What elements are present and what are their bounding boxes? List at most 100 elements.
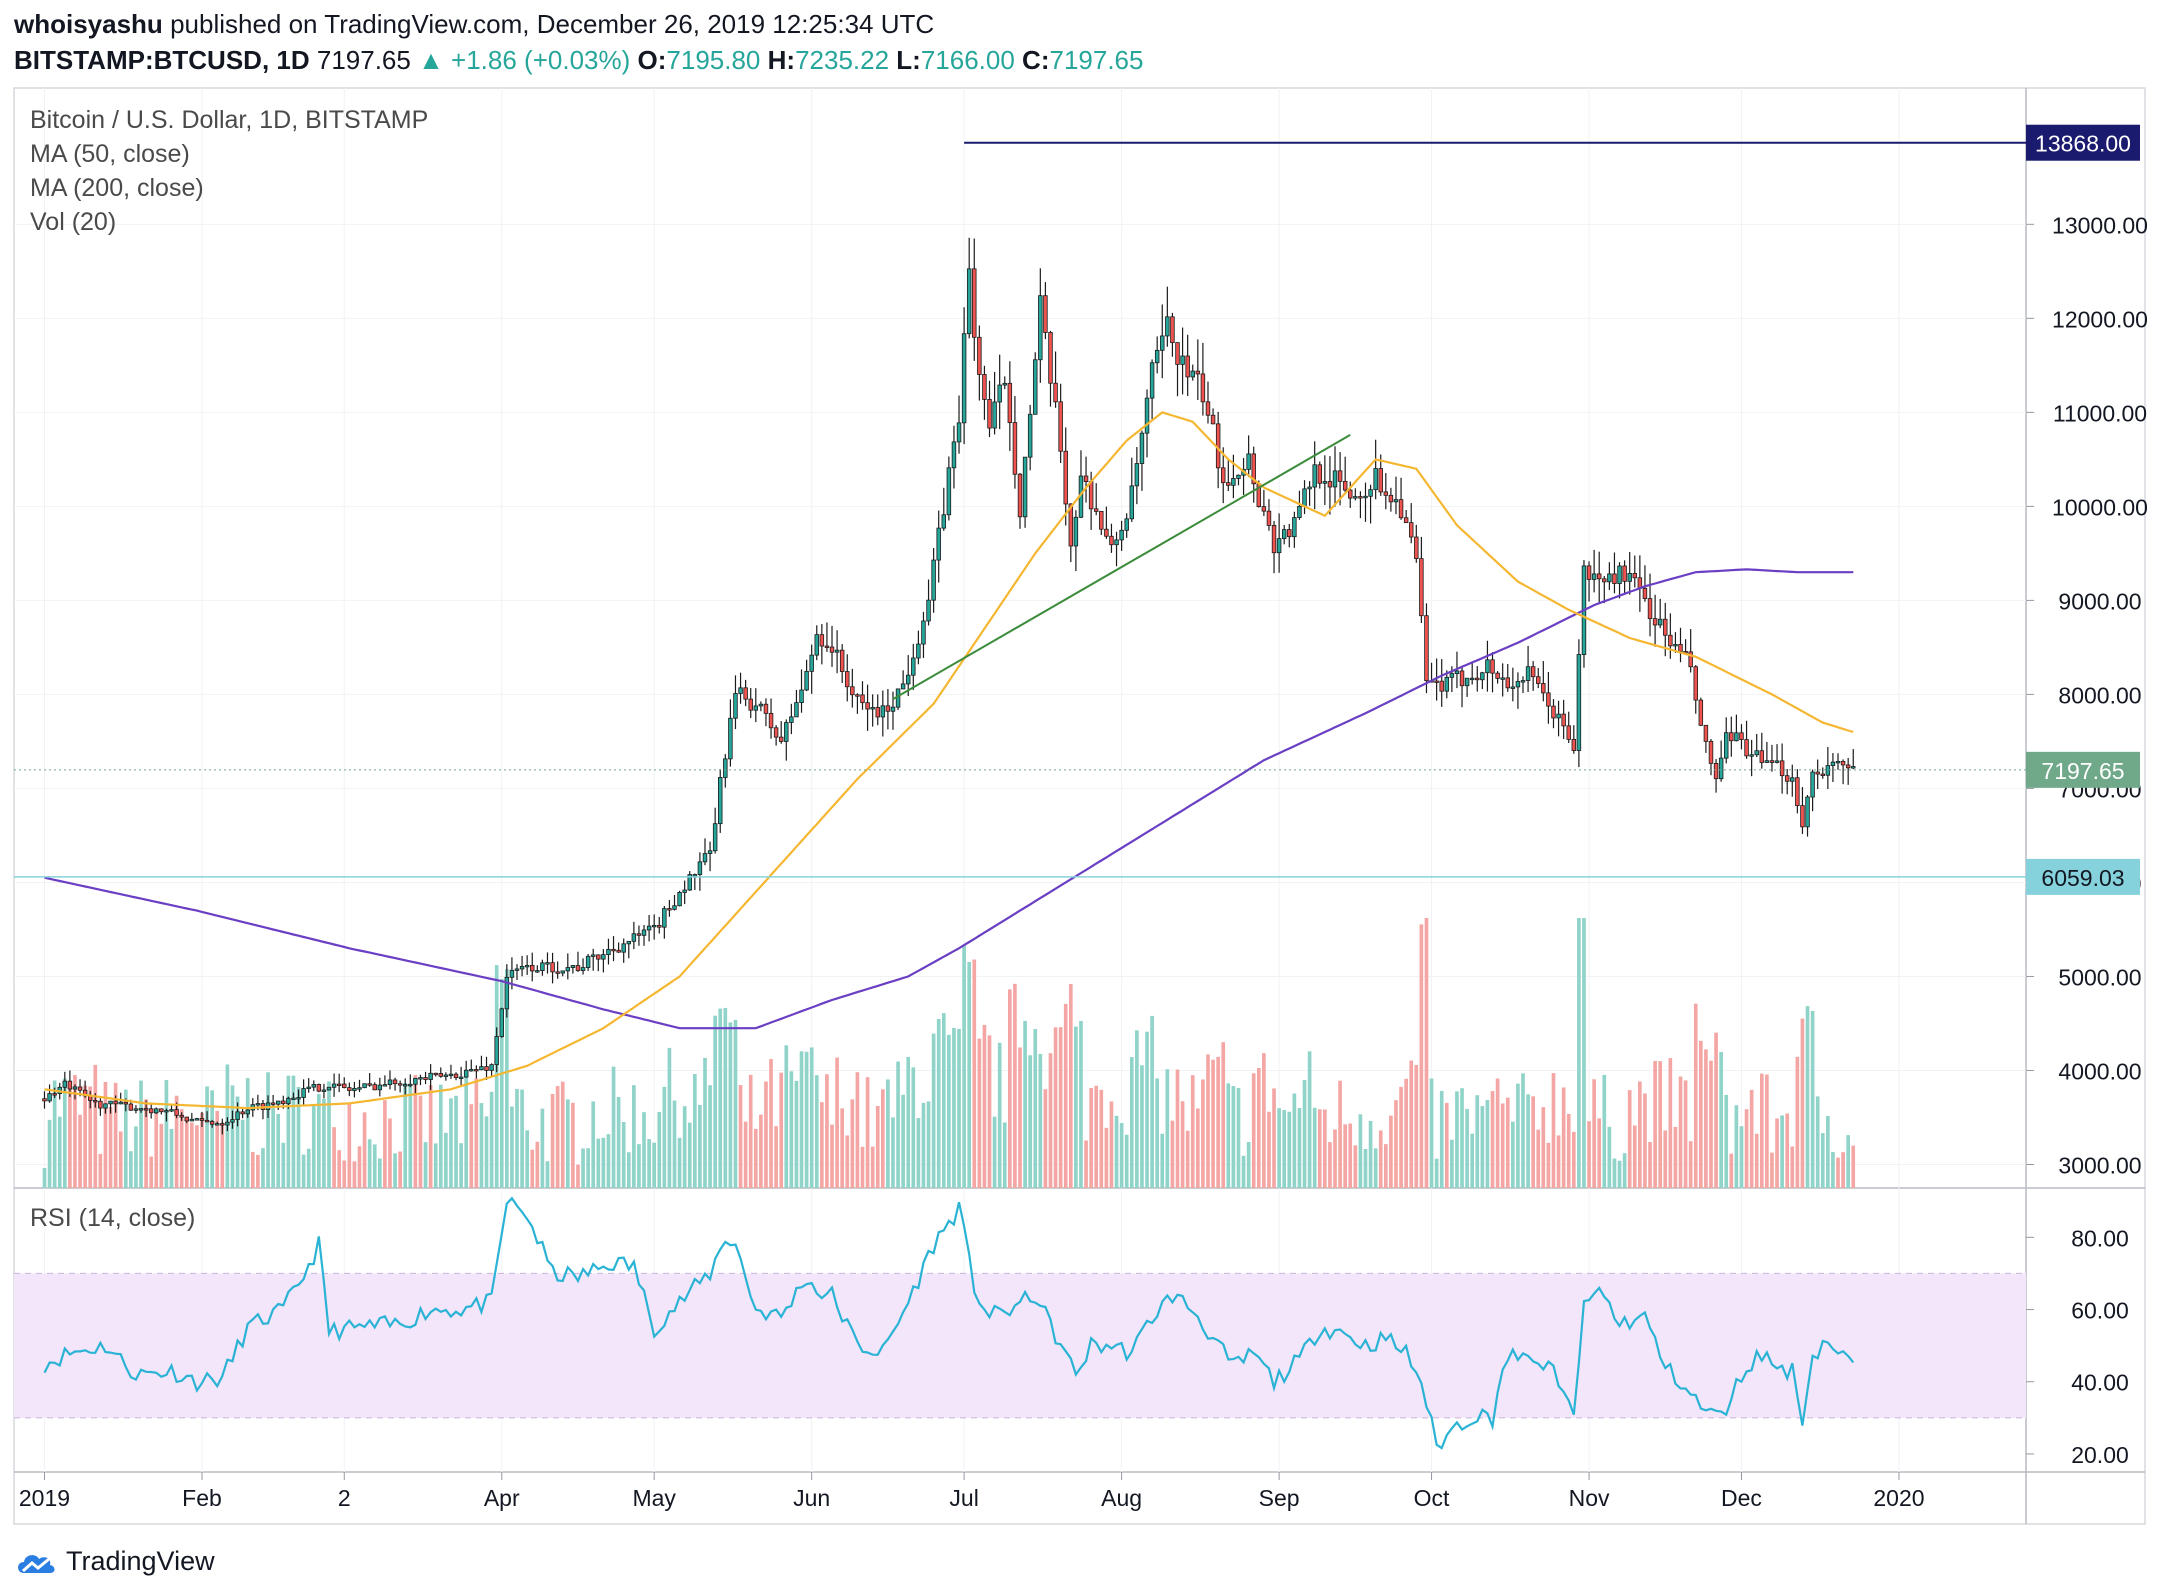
volume-bar — [1302, 1080, 1307, 1188]
candle-body — [1348, 489, 1353, 499]
volume-bar — [1780, 1115, 1784, 1188]
volume-bar — [1008, 989, 1012, 1188]
candle-body — [860, 694, 865, 704]
volume-bar — [906, 1056, 911, 1188]
volume-bar — [1063, 1003, 1068, 1188]
candle-body — [342, 1083, 347, 1089]
volume-bar — [1368, 1120, 1373, 1188]
candle-body — [1368, 489, 1373, 497]
candle-body — [1810, 771, 1815, 798]
volume-bar — [1053, 1027, 1058, 1188]
volume-bar — [1221, 1042, 1226, 1188]
volume-bar — [1246, 1142, 1251, 1188]
candle-body — [286, 1097, 291, 1105]
candle-body — [1561, 713, 1566, 727]
candle-body — [540, 962, 545, 971]
volume-bar — [1785, 1113, 1790, 1188]
candle-body — [707, 850, 713, 854]
candle-body — [865, 702, 870, 710]
volume-bar — [1831, 1151, 1835, 1188]
volume-bar — [276, 1114, 281, 1188]
price-tick-label: 10000.00 — [2052, 494, 2148, 520]
volume-bar — [886, 1079, 890, 1188]
candle-body — [733, 693, 738, 719]
candle-body — [824, 645, 830, 648]
candle-body — [52, 1093, 57, 1096]
candle-body — [1139, 432, 1145, 464]
volume-bar — [1124, 1134, 1129, 1188]
candle-body — [845, 671, 850, 688]
candle-body — [504, 976, 510, 1010]
candle-body — [555, 971, 560, 974]
volume-bar — [753, 1128, 758, 1188]
volume-bar — [1013, 983, 1017, 1188]
rsi-line — [43, 1196, 1855, 1450]
candle-body — [1851, 766, 1856, 769]
candle-body — [921, 620, 926, 645]
volume-bar — [78, 1114, 82, 1188]
candle-body — [651, 924, 657, 928]
volume-bar — [1505, 1097, 1510, 1188]
volume-bar — [779, 1072, 784, 1188]
volume-bar — [692, 1073, 697, 1188]
candle-body — [1231, 478, 1236, 486]
candle-body — [900, 683, 906, 690]
legend-ma200[interactable]: MA (200, close) — [30, 174, 204, 202]
candle-body — [758, 703, 764, 707]
volume-bar — [535, 1141, 540, 1188]
author-name[interactable]: whoisyashu — [14, 9, 163, 39]
candle-body — [189, 1118, 195, 1122]
volume-bar — [911, 1067, 916, 1188]
volume-bar — [759, 1114, 763, 1188]
volume-bar — [723, 1007, 728, 1188]
candle-body — [951, 441, 957, 469]
candle-body — [194, 1118, 200, 1121]
candle-body — [321, 1089, 327, 1092]
candle-body — [133, 1108, 139, 1111]
volume-bar — [1678, 1076, 1683, 1188]
time-tick-label: Apr — [484, 1485, 520, 1511]
resistance-badge — [2026, 124, 2140, 161]
volume-bar — [42, 1167, 47, 1188]
candle-body — [718, 777, 723, 825]
symbol-label[interactable]: BITSTAMP:BTCUSD, 1D — [14, 45, 310, 75]
candle-body — [1251, 453, 1256, 485]
candle-body — [778, 736, 784, 742]
candle-body — [1419, 558, 1424, 617]
legend-title[interactable]: Bitcoin / U.S. Dollar, 1D, BITSTAMP — [30, 106, 429, 134]
volume-bar — [1592, 1079, 1596, 1188]
legend-volume[interactable]: Vol (20) — [30, 208, 117, 236]
volume-bar — [240, 1119, 245, 1188]
candle-body — [1190, 370, 1195, 378]
rsi-legend[interactable]: RSI (14, close) — [30, 1204, 196, 1232]
volume-bar — [611, 1066, 616, 1188]
legend-ma50[interactable]: MA (50, close) — [30, 140, 190, 168]
candle-body — [77, 1086, 83, 1091]
volume-bar — [982, 1024, 987, 1188]
candle-body — [1536, 676, 1541, 684]
volume-bar — [1094, 1085, 1099, 1188]
tradingview-logo[interactable]: TradingView — [14, 1546, 215, 1577]
volume-bar — [967, 961, 972, 1188]
logo-text: TradingView — [66, 1546, 215, 1576]
candle-body — [834, 649, 840, 653]
volume-bar — [1307, 1051, 1312, 1188]
volume-bar — [743, 1121, 748, 1188]
volume-bar — [1627, 1090, 1632, 1188]
open-value: 7195.80 — [666, 45, 761, 75]
volume-bar — [1632, 1125, 1637, 1188]
volume-bar — [1597, 1118, 1602, 1188]
candle-body — [657, 924, 662, 928]
candle-body — [641, 929, 647, 936]
candle-body — [712, 823, 718, 852]
volume-bar — [1607, 1126, 1612, 1188]
volume-bar — [845, 1135, 850, 1188]
volume-bar — [118, 1131, 123, 1188]
candle-body — [1663, 618, 1668, 636]
volume-bar — [733, 1019, 738, 1188]
candle-body — [1774, 760, 1780, 763]
candle-body — [631, 933, 637, 942]
chart-legend: Bitcoin / U.S. Dollar, 1D, BITSTAMP MA (… — [30, 103, 428, 239]
volume-bar — [545, 1161, 550, 1188]
volume-bar — [662, 1086, 667, 1188]
